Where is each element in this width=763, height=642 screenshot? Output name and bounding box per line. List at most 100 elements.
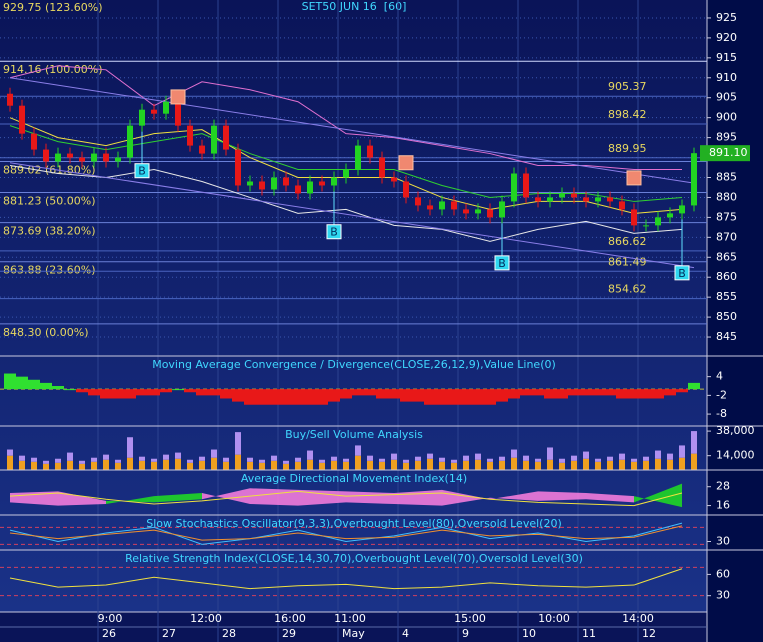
time-label: 9:00	[98, 612, 123, 625]
volume-bar	[319, 459, 325, 463]
buy-signal-label: B	[678, 267, 686, 280]
volume-bar	[127, 437, 133, 458]
fib-label: 889.02 (61.80%)	[3, 163, 96, 176]
volume-bar	[199, 460, 205, 470]
volume-bar	[235, 454, 241, 470]
candle-body	[79, 157, 85, 162]
candle-body	[559, 193, 565, 198]
buy-signal-label: B	[138, 165, 146, 178]
macd-bar	[148, 389, 160, 396]
candle-body	[523, 173, 529, 198]
candle-body	[367, 145, 373, 158]
macd-bar	[196, 389, 208, 396]
macd-bar	[124, 389, 136, 399]
volume-bar	[115, 462, 121, 470]
volume-bar	[463, 460, 469, 470]
macd-bar	[664, 389, 676, 396]
volume-bar	[511, 449, 517, 458]
volume-bar	[547, 447, 553, 460]
candle-body	[595, 197, 601, 202]
buy-signal-label: B	[330, 226, 338, 239]
volume-bar	[367, 460, 373, 470]
candle-body	[631, 209, 637, 226]
candle-body	[283, 177, 289, 186]
volume-bar	[403, 459, 409, 463]
volume-bar	[391, 459, 397, 470]
fib-label: 873.69 (38.20%)	[3, 225, 96, 238]
volume-bar	[559, 458, 565, 463]
volume-bar	[187, 462, 193, 470]
candle-body	[667, 213, 673, 218]
volume-bar	[655, 458, 661, 470]
candle-body	[67, 153, 73, 158]
volume-bar	[223, 457, 229, 462]
volume-bar	[19, 460, 25, 470]
candle-body	[571, 193, 577, 198]
macd-bar	[64, 389, 76, 391]
candle-body	[259, 181, 265, 190]
macd-bar	[400, 389, 412, 402]
macd-bar	[376, 389, 388, 399]
y-tick-label: 38,000	[716, 424, 755, 437]
candle-body	[355, 145, 361, 170]
candle-body	[31, 133, 37, 150]
volume-bar	[559, 462, 565, 470]
volume-bar	[427, 453, 433, 459]
volume-bar	[187, 459, 193, 463]
volume-bar	[595, 461, 601, 470]
plot-background	[0, 0, 707, 612]
date-label: 9	[462, 627, 469, 640]
macd-bar	[640, 389, 652, 399]
panel-title: Average Directional Movement Index(14)	[241, 472, 467, 485]
macd-bar	[280, 389, 292, 405]
candle-body	[475, 209, 481, 214]
volume-bar	[79, 460, 85, 464]
time-label: 16:00	[274, 612, 306, 625]
y-tick-label: 895	[716, 131, 737, 144]
dmi-fill	[250, 488, 298, 506]
macd-bar	[604, 389, 616, 396]
volume-bar	[307, 450, 313, 460]
sell-signal	[398, 155, 414, 171]
macd-bar	[208, 389, 220, 396]
macd-bar	[172, 389, 184, 391]
time-label: 14:00	[622, 612, 654, 625]
volume-bar	[283, 460, 289, 464]
macd-bar	[4, 373, 16, 390]
date-label: 10	[522, 627, 536, 640]
macd-bar	[484, 389, 496, 405]
volume-bar	[271, 460, 277, 470]
y-tick-label: 30	[716, 535, 730, 548]
candle-body	[511, 173, 517, 202]
macd-bar	[52, 386, 64, 390]
macd-bar	[448, 389, 460, 405]
volume-bar	[151, 461, 157, 470]
date-label: 27	[162, 627, 176, 640]
panel-title: Relative Strength Index(CLOSE,14,30,70),…	[125, 552, 583, 565]
macd-bar	[352, 389, 364, 396]
volume-bar	[79, 463, 85, 470]
fib-label: 914.16 (100.00%)	[3, 63, 103, 76]
y-tick-label: 60	[716, 567, 730, 580]
date-label: 4	[402, 627, 409, 640]
candle-body	[403, 181, 409, 198]
macd-bar	[40, 382, 52, 390]
volume-bar	[511, 457, 517, 470]
volume-bar	[487, 461, 493, 470]
panel-title: Buy/Sell Volume Analysis	[285, 428, 423, 441]
volume-bar	[499, 460, 505, 470]
volume-bar	[307, 459, 313, 470]
dmi-fill	[298, 489, 346, 506]
macd-bar	[472, 389, 484, 405]
indicator-line	[9, 522, 683, 545]
y-tick-label: 885	[716, 171, 737, 184]
y-tick-label: 920	[716, 31, 737, 44]
volume-bar	[679, 457, 685, 470]
volume-bar	[571, 460, 577, 470]
volume-bar	[103, 454, 109, 460]
volume-bar	[31, 457, 37, 462]
candle-body	[199, 145, 205, 154]
volume-bar	[175, 452, 181, 459]
volume-bar	[643, 460, 649, 470]
